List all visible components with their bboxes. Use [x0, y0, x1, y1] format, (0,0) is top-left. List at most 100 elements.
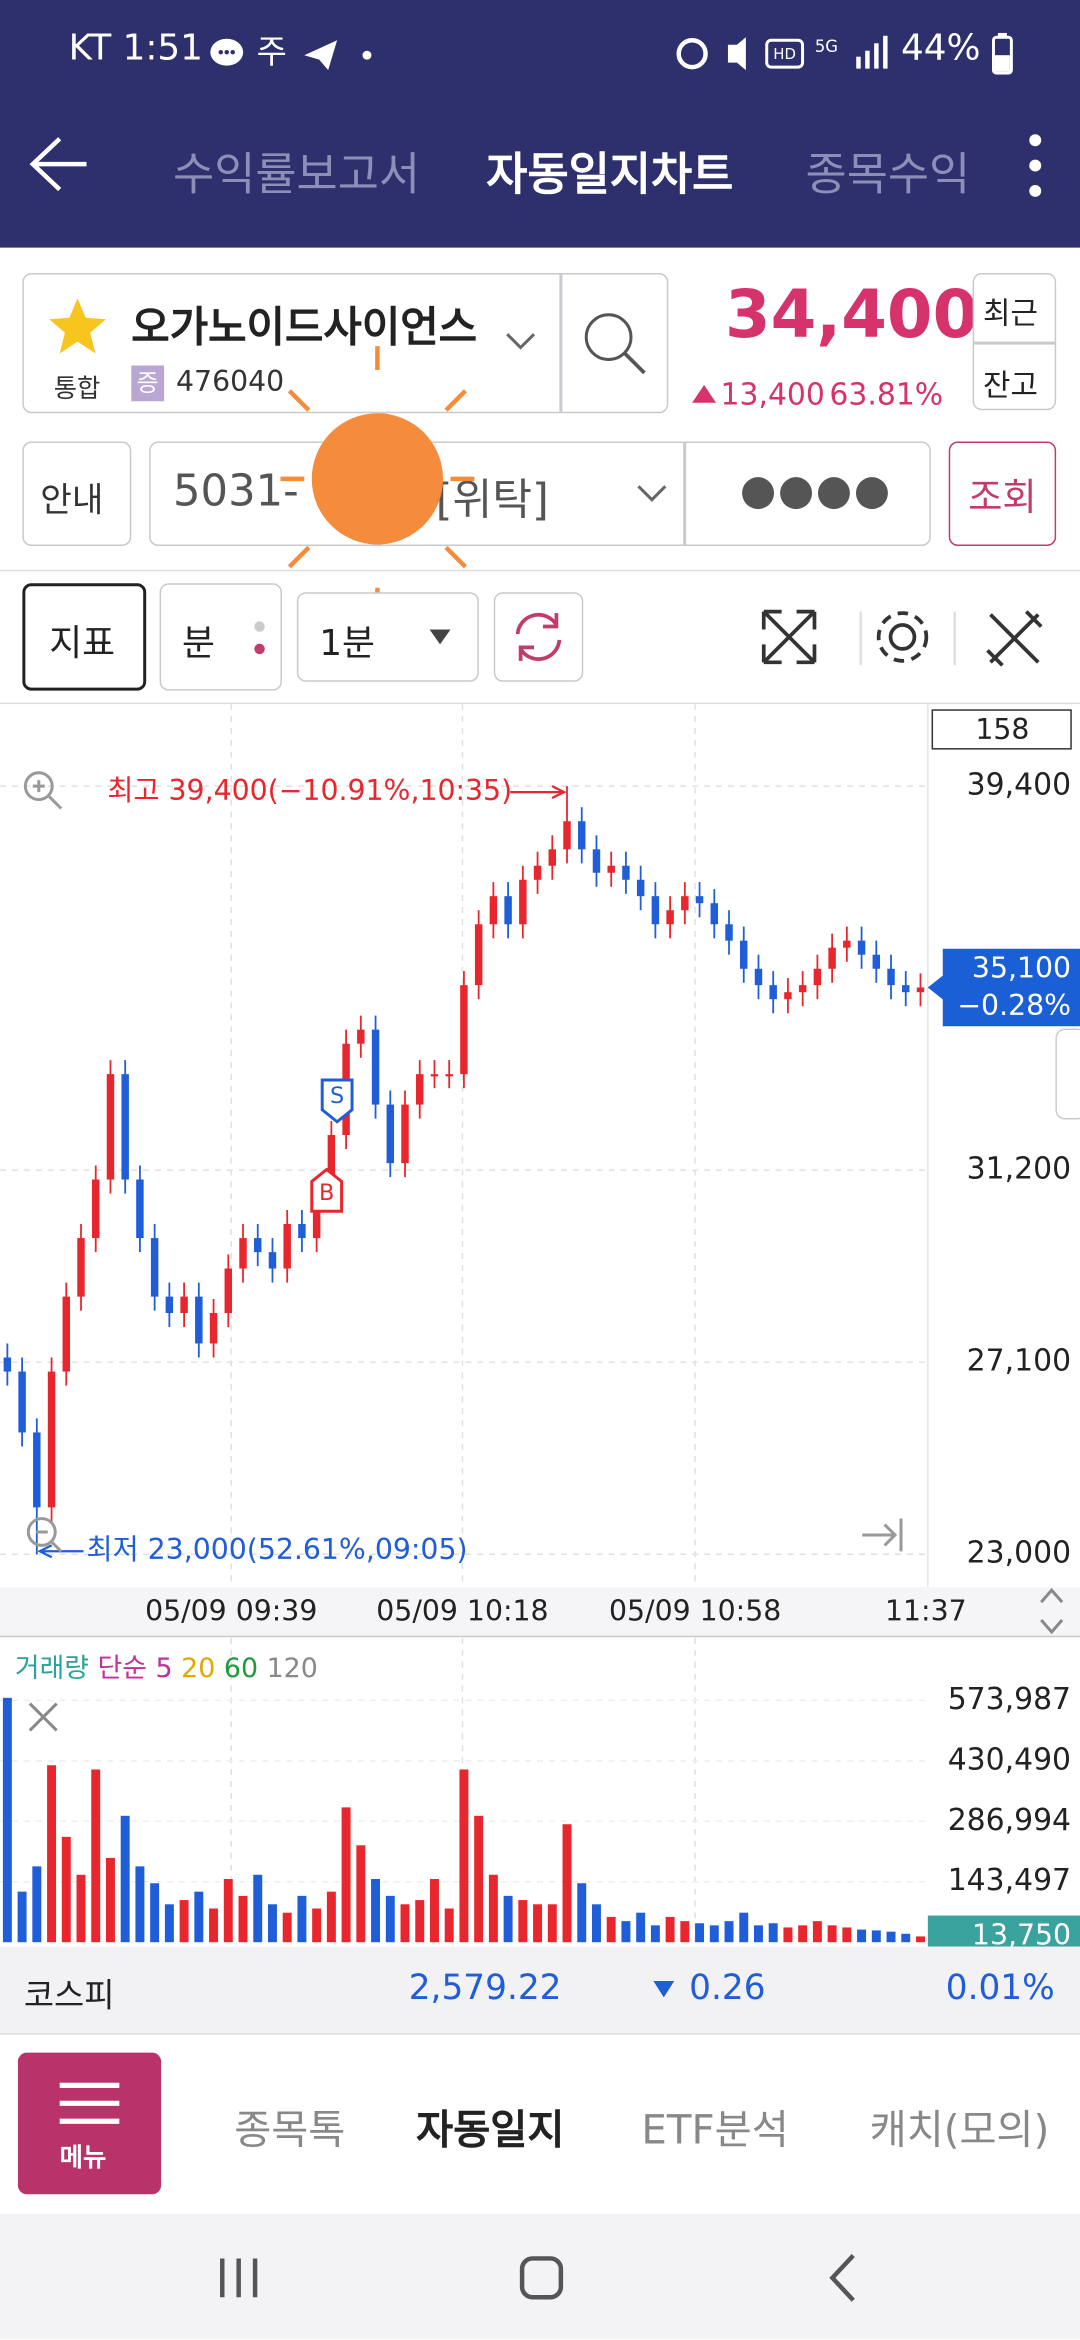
nav-tab[interactable]: ETF분석: [641, 2107, 789, 2155]
candle-body: [607, 865, 615, 873]
candle-body: [784, 992, 792, 1000]
candle-body: [254, 1238, 262, 1253]
separator: [0, 2033, 1080, 2035]
nav-tab[interactable]: 종목톡: [234, 2107, 346, 2155]
volume-bar: [842, 1927, 852, 1943]
divider: [683, 443, 686, 545]
status-icons-right: HD 5G: [676, 35, 888, 71]
volume-current: 13,750: [972, 1918, 1071, 1946]
balance-button[interactable]: 잔고: [983, 366, 1038, 403]
tab[interactable]: 수익률보고서: [173, 149, 421, 202]
volume-bar: [150, 1883, 160, 1943]
candle-body: [887, 968, 895, 986]
candle-body: [578, 821, 586, 850]
volume-bar: [209, 1908, 219, 1943]
y-tick-label: 31,200: [967, 1152, 1071, 1187]
buy-marker-shape: [310, 1167, 344, 1213]
candle-body: [533, 865, 542, 880]
candle-body: [916, 987, 925, 993]
volume-bar: [621, 1921, 631, 1943]
x-tick-label: 05/09 09:39: [145, 1595, 317, 1628]
volume-bar: [194, 1891, 204, 1943]
candle-body: [622, 865, 630, 880]
candle-body: [489, 896, 498, 925]
guide-text: 안내: [40, 481, 104, 521]
kospi-name: 코스피: [23, 1978, 115, 2016]
current-price-box: [927, 948, 1080, 1027]
volume-bar: [32, 1866, 42, 1943]
account-number: 5031-: [173, 465, 299, 517]
zoom-in-icon: [23, 771, 54, 802]
dropdown-arrow[interactable]: [427, 627, 454, 648]
candle-body: [681, 896, 689, 911]
period-text: 분: [181, 622, 215, 664]
count-box: [931, 709, 1072, 750]
system-buttons[interactable]: [209, 2247, 880, 2307]
candle-body: [239, 1238, 247, 1269]
volume-bar: [415, 1900, 425, 1943]
candle-body: [857, 940, 866, 955]
volume-bar: [636, 1912, 646, 1943]
indicator-button[interactable]: [22, 583, 147, 691]
svg-text:주: 주: [257, 33, 287, 71]
volume-bar: [857, 1929, 867, 1943]
divider: [559, 274, 562, 412]
volume-bar: [105, 1857, 115, 1943]
nav-tab[interactable]: 캐치(모의): [869, 2107, 1050, 2155]
candle-body: [740, 940, 748, 969]
low-arrow: [37, 1544, 84, 1559]
candle-body: [548, 849, 557, 866]
recent-button[interactable]: 최근: [983, 295, 1038, 332]
current-price: 35,100: [972, 952, 1071, 985]
candle-body: [62, 1296, 71, 1372]
volume-bar: [120, 1815, 130, 1943]
candle-body: [666, 910, 674, 925]
x-tick-label: 05/09 10:58: [609, 1595, 781, 1628]
volume-bar: [179, 1900, 189, 1943]
tab[interactable]: 종목수익: [805, 149, 971, 202]
low-annotation: 최저 23,000(52.61%,09:05): [87, 1533, 468, 1566]
volume-bar: [533, 1904, 543, 1943]
more-button[interactable]: [1023, 131, 1047, 200]
volume-bar: [503, 1895, 513, 1943]
search-button[interactable]: [579, 304, 651, 382]
tab-active[interactable]: 자동일지차트: [486, 149, 734, 202]
price-change-rate: 63.81%: [829, 375, 944, 412]
candle-body: [150, 1238, 159, 1297]
refresh-button[interactable]: [493, 592, 584, 682]
nav-tab-active[interactable]: 자동일지: [416, 2107, 565, 2155]
volume-bar: [591, 1904, 601, 1943]
count-label: 158: [975, 713, 1029, 746]
chart-tools[interactable]: [755, 603, 1068, 675]
volume-bar: [798, 1925, 808, 1943]
candle-body: [695, 896, 704, 904]
candle-body: [651, 896, 660, 925]
password[interactable]: ●●●●: [739, 465, 892, 515]
dropdown-arrow[interactable]: [504, 328, 537, 352]
y-tick-label: 143,497: [948, 1863, 1071, 1898]
dropdown-arrow[interactable]: [635, 480, 668, 504]
volume-bar: [724, 1921, 734, 1943]
favorite-star[interactable]: [45, 295, 111, 358]
candle-body: [92, 1179, 100, 1239]
volume-bar: [164, 1904, 174, 1943]
account-type: [위탁]: [435, 474, 549, 526]
candle-body: [77, 1238, 85, 1297]
guide-button[interactable]: [22, 441, 132, 546]
interval-selector[interactable]: [296, 592, 479, 682]
period-button[interactable]: [159, 583, 282, 691]
query-button[interactable]: [948, 441, 1057, 546]
separator: [0, 569, 1080, 572]
account-selector[interactable]: [149, 441, 931, 546]
candle-body: [754, 968, 763, 986]
candle-body: [813, 968, 822, 986]
candle-body: [268, 1252, 277, 1269]
current-change: −0.28%: [957, 989, 1071, 1022]
recent-balance-button[interactable]: [972, 272, 1057, 411]
volume-bar: [76, 1874, 86, 1943]
period-dots: [254, 621, 265, 655]
back-button[interactable]: [27, 131, 93, 197]
volume-legend: 거래량 단순 5 20 60 120: [15, 1653, 318, 1684]
candle-body: [180, 1296, 188, 1314]
